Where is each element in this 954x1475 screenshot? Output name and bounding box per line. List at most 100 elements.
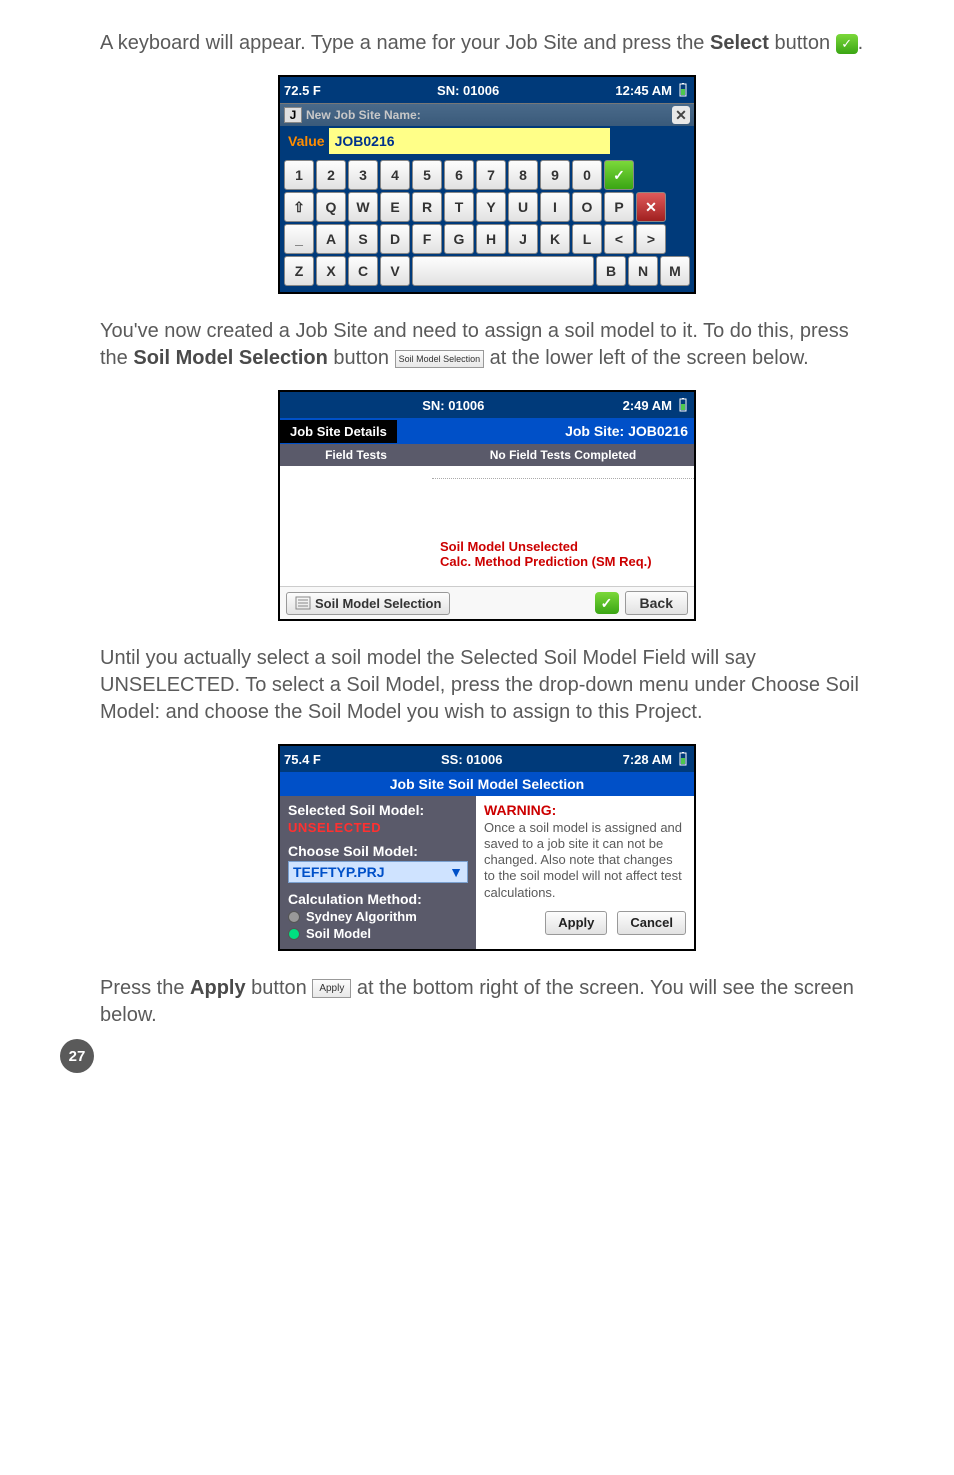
key-e[interactable]: E (380, 192, 410, 222)
key-0[interactable]: 0 (572, 160, 602, 190)
ss3-unselected: UNSELECTED (288, 820, 468, 835)
radio-soil-model[interactable]: Soil Model (288, 926, 468, 941)
ss1-status-bar: 72.5 F SN: 01006 12:45 AM (280, 77, 694, 103)
para2-c: at the lower left of the screen below. (484, 347, 809, 369)
key-4[interactable]: 4 (380, 160, 410, 190)
ss2-time: 2:49 AM (623, 398, 672, 413)
key-u[interactable]: U (508, 192, 538, 222)
key-y[interactable]: Y (476, 192, 506, 222)
key-a[interactable]: A (316, 224, 346, 254)
key-w[interactable]: W (348, 192, 378, 222)
radio-soil-model-label: Soil Model (306, 926, 371, 941)
key-6[interactable]: 6 (444, 160, 474, 190)
key-d[interactable]: D (380, 224, 410, 254)
ss2-left-tab[interactable]: Job Site Details (280, 420, 397, 443)
key-s[interactable]: S (348, 224, 378, 254)
key-5[interactable]: 5 (412, 160, 442, 190)
key-o[interactable]: O (572, 192, 602, 222)
ss2-field-tests-list (280, 466, 432, 586)
key-c[interactable]: C (348, 256, 378, 286)
soil-model-dropdown[interactable]: TEFFTYP.PRJ ▼ (288, 861, 468, 883)
para1-b: button (769, 32, 836, 54)
key-p[interactable]: P (604, 192, 634, 222)
para4-a: Press the (100, 977, 190, 999)
radio-sydney-label: Sydney Algorithm (306, 909, 417, 924)
radio-sydney[interactable]: Sydney Algorithm (288, 909, 468, 924)
key-3[interactable]: 3 (348, 160, 378, 190)
back-confirm-icon[interactable]: ✓ (595, 592, 619, 614)
key-r[interactable]: R (412, 192, 442, 222)
ss1-value-label: Value (284, 128, 329, 154)
ss2-field-tests-header: Field Tests (280, 444, 432, 466)
ss3-right-panel: WARNING: Once a soil model is assigned a… (476, 796, 694, 949)
battery-icon (676, 83, 690, 97)
key-delete[interactable]: ✕ (636, 192, 666, 222)
apply-button-mini-icon: Apply (312, 979, 351, 999)
ss2-tab-bar: Job Site Details Job Site: JOB0216 (280, 418, 694, 444)
radio-dot-selected-icon (288, 928, 300, 940)
ss2-footer: Soil Model Selection ✓ Back (280, 586, 694, 619)
ss3-warning-title: WARNING: (484, 802, 686, 820)
para1-c: . (858, 32, 864, 54)
key-m[interactable]: M (660, 256, 690, 286)
ss1-time: 12:45 AM (615, 83, 672, 98)
key-confirm[interactable]: ✓ (604, 160, 634, 190)
key-lt[interactable]: < (604, 224, 634, 254)
soil-model-selection-button[interactable]: Soil Model Selection (286, 592, 450, 615)
ss3-time: 7:28 AM (623, 752, 672, 767)
key-underscore[interactable]: _ (284, 224, 314, 254)
key-gt[interactable]: > (636, 224, 666, 254)
key-q[interactable]: Q (316, 192, 346, 222)
key-n[interactable]: N (628, 256, 658, 286)
ss3-temp: 75.4 F (284, 752, 321, 767)
page-number: 27 (60, 1039, 94, 1073)
key-i[interactable]: I (540, 192, 570, 222)
cancel-button[interactable]: Cancel (617, 911, 686, 935)
para2-bold: Soil Model Selection (133, 347, 327, 369)
para1-bold: Select (710, 32, 769, 54)
ss2-no-field-header: No Field Tests Completed (432, 444, 694, 466)
ss2-status-bar: SN: 01006 2:49 AM (280, 392, 694, 418)
key-x[interactable]: X (316, 256, 346, 286)
screenshot-soil-model-selection: 75.4 F SS: 01006 7:28 AM Job Site Soil M… (278, 744, 696, 951)
back-button[interactable]: Back (625, 591, 688, 615)
ss2-msg2: Calc. Method Prediction (SM Req.) (440, 554, 686, 569)
key-z[interactable]: Z (284, 256, 314, 286)
paragraph-2: You've now created a Job Site and need t… (100, 318, 874, 372)
key-shift[interactable]: ⇧ (284, 192, 314, 222)
key-k[interactable]: K (540, 224, 570, 254)
ss3-left-panel: Selected Soil Model: UNSELECTED Choose S… (280, 796, 476, 949)
ss3-selected-label: Selected Soil Model: (288, 802, 468, 818)
para2-b: button (328, 347, 395, 369)
select-button-icon: ✓ (836, 34, 858, 54)
apply-button[interactable]: Apply (545, 911, 607, 935)
ss2-status-messages: Soil Model Unselected Calc. Method Predi… (432, 478, 694, 575)
ss3-warning-text: Once a soil model is assigned and saved … (484, 820, 686, 901)
para4-bold: Apply (190, 977, 246, 999)
key-2[interactable]: 2 (316, 160, 346, 190)
key-v[interactable]: V (380, 256, 410, 286)
key-g[interactable]: G (444, 224, 474, 254)
key-1[interactable]: 1 (284, 160, 314, 190)
ss1-temp: 72.5 F (284, 83, 321, 98)
ss1-value-input[interactable]: JOB0216 (329, 128, 610, 154)
key-7[interactable]: 7 (476, 160, 506, 190)
key-f[interactable]: F (412, 224, 442, 254)
key-l[interactable]: L (572, 224, 602, 254)
chevron-down-icon: ▼ (449, 864, 463, 880)
key-space[interactable] (412, 256, 594, 286)
dropdown-value: TEFFTYP.PRJ (293, 864, 385, 880)
key-t[interactable]: T (444, 192, 474, 222)
key-j[interactable]: J (508, 224, 538, 254)
list-icon (295, 596, 311, 610)
close-icon[interactable]: ✕ (672, 106, 690, 124)
ss1-value-row: Value JOB0216 (280, 126, 694, 156)
key-9[interactable]: 9 (540, 160, 570, 190)
ss3-choose-label: Choose Soil Model: (288, 843, 468, 859)
key-8[interactable]: 8 (508, 160, 538, 190)
battery-icon (676, 398, 690, 412)
key-b[interactable]: B (596, 256, 626, 286)
ss1-j-badge: J (284, 107, 302, 123)
paragraph-4: Press the Apply button Apply at the bott… (100, 975, 874, 1029)
key-h[interactable]: H (476, 224, 506, 254)
